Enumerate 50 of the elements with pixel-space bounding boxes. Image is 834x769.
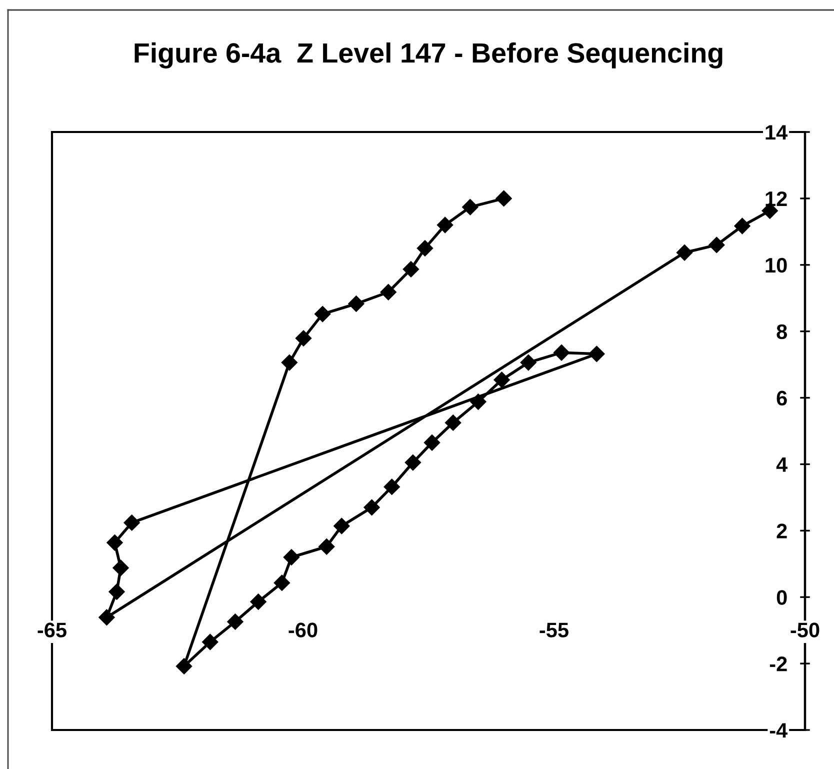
point	[318, 538, 335, 555]
point	[494, 372, 510, 388]
point	[348, 296, 364, 312]
point	[708, 236, 725, 254]
point	[588, 346, 605, 362]
point	[250, 594, 266, 610]
point	[106, 534, 123, 551]
y-tick-label: 14	[766, 125, 788, 140]
point	[295, 330, 312, 346]
y-tick-label: 6	[776, 390, 787, 406]
x-tick-label: -65	[38, 622, 66, 638]
point	[384, 478, 400, 495]
point	[404, 454, 421, 471]
y-tick-label: -2	[770, 656, 787, 672]
x-tick-label: -55	[540, 622, 568, 638]
point	[734, 218, 750, 234]
x-tick-label: -60	[288, 622, 318, 638]
point	[462, 199, 478, 216]
y-tick-label: 8	[776, 324, 787, 340]
x-tick-label: -50	[790, 622, 820, 638]
point	[496, 190, 512, 207]
point	[416, 240, 434, 256]
point	[402, 261, 419, 278]
point	[445, 414, 462, 431]
point	[437, 216, 454, 234]
y-tick-label: 10	[766, 258, 787, 273]
point	[334, 518, 350, 534]
point	[98, 609, 115, 626]
chart-title: Figure 6-4a Z Level 147 - Before Sequencing	[134, 42, 722, 68]
point	[470, 394, 486, 410]
point	[364, 499, 380, 516]
y-tick-label: 0	[776, 590, 787, 605]
point	[112, 560, 129, 576]
point	[274, 574, 290, 591]
point	[202, 634, 218, 650]
point	[124, 514, 140, 531]
point	[676, 244, 693, 261]
point	[176, 658, 192, 674]
point	[314, 306, 331, 322]
point	[108, 584, 125, 600]
point	[424, 434, 440, 451]
y-tick-label: 4	[776, 457, 788, 472]
point	[227, 614, 244, 630]
point	[553, 344, 570, 361]
point	[283, 549, 300, 566]
point	[380, 284, 396, 300]
y-tick-label: 2	[776, 524, 787, 538]
point	[520, 354, 536, 371]
y-tick-label: -4	[770, 723, 788, 738]
point	[281, 354, 298, 371]
